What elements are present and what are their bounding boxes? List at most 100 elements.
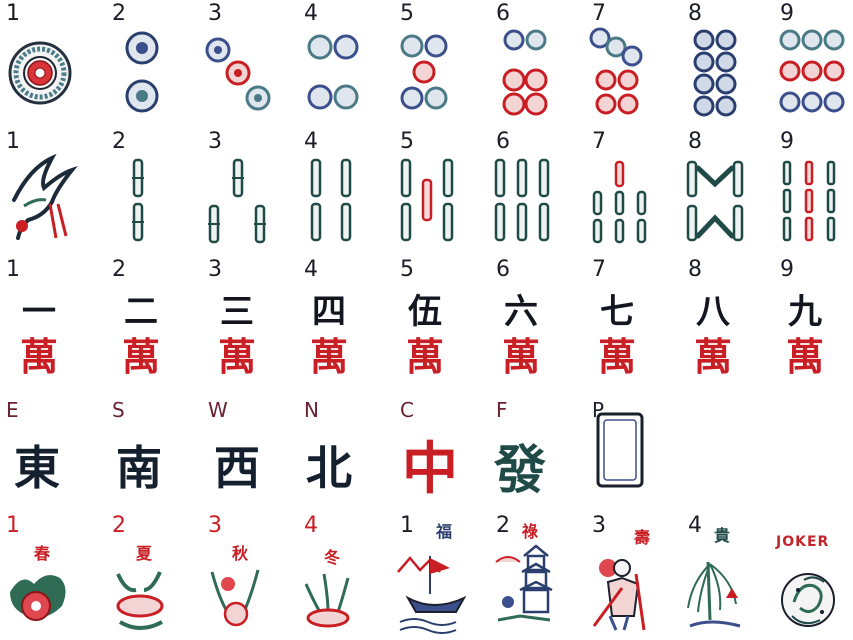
flower-glyph: 祿 — [522, 522, 539, 541]
boat-scene-icon — [397, 556, 467, 634]
tile-honor-east[interactable]: E 東 — [0, 384, 95, 512]
circle-dot-icon — [125, 31, 159, 113]
tile-char-9[interactable]: 9 九 萬 — [774, 256, 853, 384]
tile-number: 1 — [6, 513, 20, 538]
tile-bamboo-1[interactable]: 1 — [0, 128, 95, 256]
tile-bamboo-9[interactable]: 9 — [774, 128, 853, 256]
flower-icon — [210, 569, 260, 627]
tile-bamboo-4[interactable]: 4 — [298, 128, 393, 256]
tile-honor-west[interactable]: W 西 — [202, 384, 297, 512]
flower-glyph: 冬 — [324, 548, 341, 567]
tile-flower-spring[interactable]: 1 春 — [0, 512, 95, 640]
tile-dots-6[interactable]: 6 — [490, 0, 585, 128]
tile-bamboo-2[interactable]: 2 — [106, 128, 201, 256]
tile-flower-autumn[interactable]: 3 秋 — [202, 512, 297, 640]
tile-bamboo-5[interactable]: 5 — [394, 128, 489, 256]
char-numeral: 六 — [504, 292, 538, 332]
tile-char-3[interactable]: 3 三 萬 — [202, 256, 297, 384]
tile-number: 9 — [780, 1, 794, 26]
tile-number: 6 — [496, 257, 510, 282]
pagoda-scene-icon — [495, 544, 553, 622]
flower-glyph: 夏 — [136, 544, 153, 563]
willow-scene-icon — [687, 561, 741, 628]
char-wan: 萬 — [786, 335, 825, 379]
tile-joker[interactable]: JOKER — [774, 512, 853, 640]
tile-season-nobility[interactable]: 4 貴 — [682, 512, 777, 640]
joker-label: JOKER — [776, 534, 830, 550]
tile-number: 8 — [688, 257, 702, 282]
char-wan: 萬 — [310, 335, 349, 379]
tile-flower-summer[interactable]: 2 夏 — [106, 512, 201, 640]
tile-bamboo-6[interactable]: 6 — [490, 128, 585, 256]
tile-char-5[interactable]: 5 伍 萬 — [394, 256, 489, 384]
tile-honor-green[interactable]: F 發 — [490, 384, 585, 512]
tile-number: 5 — [400, 129, 414, 154]
tile-dots-7[interactable]: 7 — [586, 0, 681, 128]
tile-dots-2[interactable]: 2 — [106, 0, 201, 128]
tile-number: 1 — [6, 1, 20, 26]
tile-dots-1[interactable]: 1 — [0, 0, 95, 128]
tile-number: 4 — [304, 1, 318, 26]
bamboo-stick-icon — [208, 158, 266, 244]
tile-number: 9 — [780, 129, 794, 154]
tile-number: 4 — [304, 129, 318, 154]
tile-number: 6 — [496, 129, 510, 154]
joker-swirl-icon — [781, 573, 835, 627]
bamboo-stick-icon — [782, 160, 836, 242]
flower-icon — [304, 573, 350, 628]
tile-number: 3 — [208, 513, 222, 538]
tile-dots-5[interactable]: 5 — [394, 0, 489, 128]
tile-bamboo-8[interactable]: 8 — [682, 128, 777, 256]
tile-number: 2 — [496, 513, 510, 538]
tile-number: 7 — [592, 129, 606, 154]
tile-number: 1 — [6, 257, 20, 282]
bamboo-stick-icon — [592, 160, 647, 244]
tile-char-8[interactable]: 8 八 萬 — [682, 256, 777, 384]
bamboo-stick-icon — [494, 158, 550, 242]
char-numeral: 四 — [312, 292, 346, 332]
tile-dots-3[interactable]: 3 — [202, 0, 297, 128]
tile-honor-south[interactable]: S 南 — [106, 384, 201, 512]
tile-season-longevity[interactable]: 3 壽 — [586, 512, 681, 640]
honor-glyph: 發 — [494, 441, 547, 501]
crane-bird-icon — [12, 153, 78, 240]
tile-number: 5 — [400, 257, 414, 282]
tile-honor-red[interactable]: C 中 — [394, 384, 489, 512]
flower-icon — [116, 571, 164, 630]
tile-honor-north[interactable]: N 北 — [298, 384, 393, 512]
tile-char-7[interactable]: 7 七 萬 — [586, 256, 681, 384]
tile-char-1[interactable]: 1 一 萬 — [0, 256, 95, 384]
tile-season-fortune[interactable]: 1 福 — [394, 512, 489, 640]
bamboo-stick-icon — [400, 158, 454, 242]
tile-number: 9 — [780, 257, 794, 282]
bamboo-stick-icon — [686, 160, 744, 242]
tile-number: 6 — [496, 1, 510, 26]
circle-dot-icon — [693, 29, 737, 117]
tile-letter: N — [304, 398, 319, 422]
tile-honor-white[interactable]: P — [586, 384, 681, 512]
tile-char-6[interactable]: 6 六 萬 — [490, 256, 585, 384]
tile-letter: P — [592, 398, 605, 422]
tile-number: 3 — [208, 129, 222, 154]
tile-number: 8 — [688, 1, 702, 26]
tile-bamboo-7[interactable]: 7 — [586, 128, 681, 256]
tile-number: 2 — [112, 129, 126, 154]
tile-flower-winter[interactable]: 4 冬 — [298, 512, 393, 640]
tile-number: 1 — [6, 129, 20, 154]
honor-glyph: 北 — [306, 441, 352, 495]
tile-char-4[interactable]: 4 四 萬 — [298, 256, 393, 384]
tile-number: 7 — [592, 257, 606, 282]
char-wan: 萬 — [502, 335, 541, 379]
tile-dots-9[interactable]: 9 — [774, 0, 853, 128]
tile-dots-4[interactable]: 4 — [298, 0, 393, 128]
flower-glyph: 福 — [436, 522, 453, 541]
circle-dot-icon — [205, 37, 271, 111]
tile-char-2[interactable]: 2 二 萬 — [106, 256, 201, 384]
tile-letter: W — [208, 398, 228, 422]
tile-dots-8[interactable]: 8 — [682, 0, 777, 128]
tile-number: 1 — [400, 513, 414, 538]
tile-bamboo-3[interactable]: 3 — [202, 128, 297, 256]
tile-number: 4 — [688, 513, 702, 538]
tile-season-prosperity[interactable]: 2 祿 — [490, 512, 585, 640]
